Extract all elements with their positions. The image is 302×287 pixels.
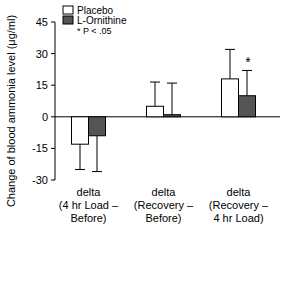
x-tick-label-line: (Recovery – (134, 199, 194, 211)
bar (239, 96, 256, 117)
error-cap (150, 82, 160, 83)
error-stem (247, 70, 248, 95)
y-tick (51, 148, 55, 149)
y-axis (55, 22, 56, 180)
legend-note: * P < .05 (77, 26, 112, 36)
legend-label: L-Ornithine (77, 15, 127, 26)
x-tick-label-line: delta (77, 186, 102, 198)
error-bar (75, 144, 85, 169)
x-tick-label-line: 4 hr Load) (213, 212, 263, 224)
bar (89, 117, 106, 136)
bar (147, 106, 164, 117)
error-stem (230, 49, 231, 78)
error-stem (97, 136, 98, 172)
error-stem (172, 83, 173, 115)
y-label: Change of blood ammonia level (μg/ml) (5, 15, 17, 207)
error-cap (92, 171, 102, 172)
x-tick-label: delta(4 hr Load –Before) (59, 186, 119, 224)
x-tick-label-line: (4 hr Load – (59, 199, 119, 211)
x-tick-label-line: delta (227, 186, 252, 198)
y-tick-label: -30 (32, 174, 48, 186)
x-tick-label-line: (Recovery – (209, 199, 269, 211)
error-stem (155, 82, 156, 106)
x-tick-label: delta(Recovery –Before) (134, 186, 194, 224)
y-tick-label: 30 (36, 48, 48, 60)
x-tick-label-line: delta (152, 186, 177, 198)
legend-swatch (63, 16, 73, 24)
y-tick-label: -15 (32, 142, 48, 154)
error-stem (80, 144, 81, 169)
y-tick-label: 45 (36, 16, 48, 28)
bar (164, 115, 181, 117)
error-cap (225, 49, 235, 50)
bar (222, 79, 239, 117)
error-bar (242, 70, 252, 95)
y-tick (51, 116, 55, 117)
error-bar (150, 82, 160, 106)
y-tick-label: 15 (36, 79, 48, 91)
y-tick (51, 22, 55, 23)
y-tick-label: 0 (42, 111, 48, 123)
y-tick (51, 53, 55, 54)
error-bar (225, 49, 235, 78)
bar (72, 117, 89, 144)
y-tick (51, 85, 55, 86)
error-bar (92, 136, 102, 172)
annotation: * (245, 54, 251, 70)
error-bar (167, 83, 177, 115)
chart: -30 -15 0 15 30 45 Change of blood ammonia lev… (0, 0, 302, 287)
legend-swatch (63, 6, 73, 14)
error-cap (75, 169, 85, 170)
x-tick-label-line: Before) (70, 212, 106, 224)
x-tick-label-line: Before) (145, 212, 181, 224)
error-cap (167, 83, 177, 84)
y-tick (51, 180, 55, 181)
bars (72, 49, 256, 171)
x-tick-label: delta(Recovery –4 hr Load) (209, 186, 269, 224)
